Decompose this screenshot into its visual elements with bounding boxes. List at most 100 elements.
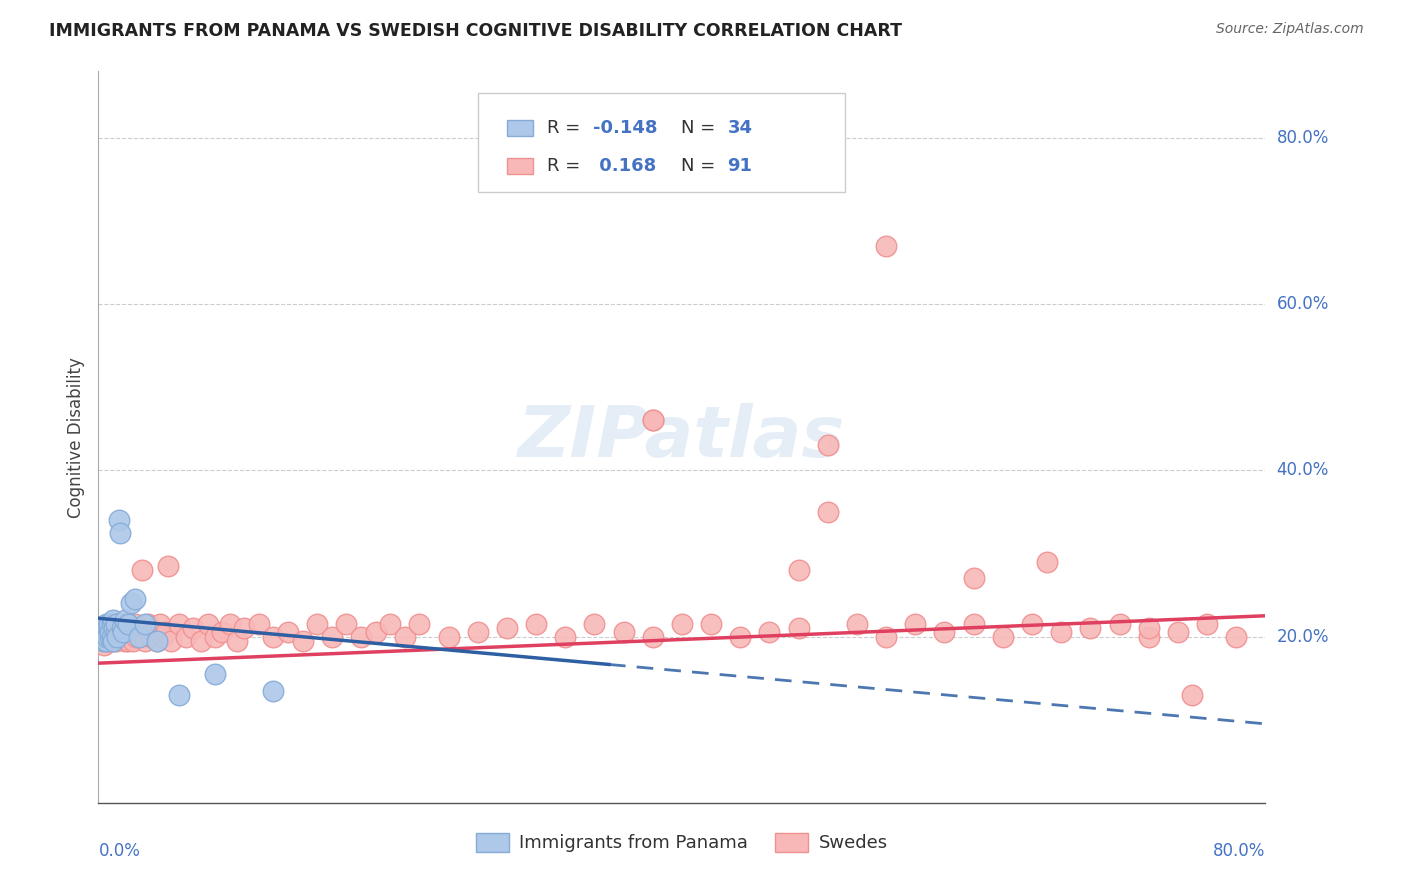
Point [105,621,128,635]
Point [277,625,299,640]
Point [554,630,576,644]
Text: 80.0%: 80.0% [1213,842,1265,860]
Point [641,413,664,427]
Point [112,625,135,640]
Point [94,630,117,644]
Point [128,625,150,640]
Point [875,630,897,644]
Point [96,633,118,648]
Point [904,617,927,632]
Point [117,633,139,648]
Point [730,630,752,644]
Point [1021,617,1043,632]
Y-axis label: Cognitive Disability: Cognitive Disability [66,357,84,517]
Point [97,617,120,632]
Point [93,630,115,644]
Point [190,633,212,648]
Point [934,625,956,640]
Point [120,625,142,640]
FancyBboxPatch shape [478,94,845,192]
Point [128,630,150,644]
Text: 34: 34 [727,120,752,137]
Point [104,617,127,632]
Point [100,630,122,644]
Text: ZIPatlas: ZIPatlas [519,402,845,472]
Text: R =: R = [547,120,585,137]
Point [671,617,693,632]
Point [817,438,839,452]
Point [167,688,190,702]
Point [149,617,172,632]
Point [101,613,124,627]
Point [103,621,125,635]
Text: IMMIGRANTS FROM PANAMA VS SWEDISH COGNITIVE DISABILITY CORRELATION CHART: IMMIGRANTS FROM PANAMA VS SWEDISH COGNIT… [49,22,903,40]
Point [134,633,156,648]
Point [204,667,226,681]
Bar [508,158,533,174]
Point [160,633,183,648]
Point [110,630,132,644]
Point [787,563,810,577]
Point [101,633,124,648]
Point [155,625,177,640]
Point [204,630,226,644]
Point [408,617,430,632]
Point [108,617,131,632]
Point [97,621,120,635]
Point [1108,617,1130,632]
Point [226,633,249,648]
Point [98,633,121,648]
Point [93,621,115,635]
Point [846,617,869,632]
Text: 91: 91 [727,157,752,175]
Point [118,617,141,632]
Text: 0.0%: 0.0% [98,842,141,860]
Point [146,633,169,648]
Point [93,638,115,652]
Point [110,525,132,540]
Text: N =: N = [681,120,721,137]
Point [875,239,897,253]
Point [262,683,284,698]
Point [167,617,190,632]
Point [104,633,127,648]
Point [120,596,142,610]
Point [641,413,664,427]
Point [335,617,357,632]
Text: N =: N = [681,157,721,175]
Point [394,630,416,644]
Point [125,630,148,644]
Point [146,633,169,648]
Point [96,621,118,635]
Point [787,621,810,635]
Point [181,621,204,635]
Point [233,621,256,635]
Point [364,625,387,640]
Point [700,617,723,632]
Point [111,621,134,635]
Point [321,630,343,644]
Point [247,617,270,632]
Point [218,617,240,632]
Point [91,633,114,648]
Point [991,630,1014,644]
Point [157,558,180,573]
Bar [508,120,533,136]
Point [94,633,117,648]
Point [124,592,146,607]
Point [1035,555,1057,569]
Point [307,617,329,632]
Point [124,617,146,632]
Point [136,617,159,632]
Point [262,630,284,644]
Point [152,630,174,644]
Point [101,633,124,648]
Point [380,617,402,632]
Point [122,633,145,648]
Point [114,633,136,648]
Point [100,625,122,640]
Point [114,613,136,627]
Point [197,617,219,632]
Point [758,625,780,640]
Point [104,625,127,640]
